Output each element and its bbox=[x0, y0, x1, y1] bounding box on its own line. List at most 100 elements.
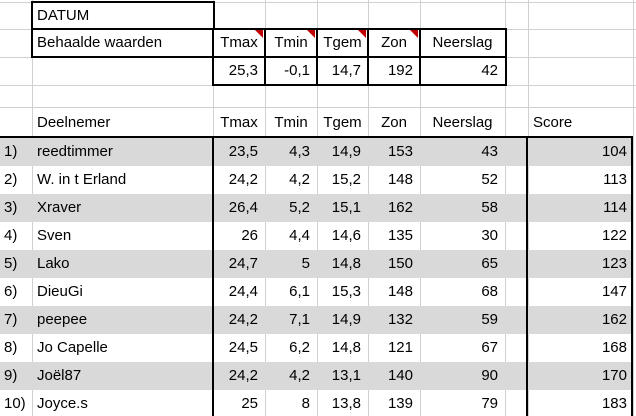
participant-name[interactable]: Joyce.s bbox=[37, 395, 88, 412]
tgem-cell[interactable]: 13,1 bbox=[331, 367, 361, 384]
achieved-tgem[interactable]: 14,7 bbox=[331, 62, 361, 79]
col-header-tmax[interactable]: Tmax bbox=[220, 34, 258, 51]
tmin-cell[interactable]: 4,2 bbox=[289, 367, 310, 384]
cell-divider bbox=[316, 57, 318, 85]
col-header-tmin[interactable]: Tmin bbox=[274, 34, 308, 51]
achieved-values-label[interactable]: Behaalde waarden bbox=[37, 34, 163, 51]
score-cell[interactable]: 114 bbox=[603, 199, 627, 216]
header-neerslag[interactable]: Neerslag bbox=[432, 114, 493, 131]
tmin-cell[interactable]: 7,1 bbox=[289, 311, 310, 328]
rank-cell[interactable]: 1) bbox=[4, 143, 18, 160]
header-deelnemer[interactable]: Deelnemer bbox=[37, 114, 111, 131]
rank-cell[interactable]: 9) bbox=[4, 367, 18, 384]
col-header-zon[interactable]: Zon bbox=[381, 34, 407, 51]
rank-cell[interactable]: 8) bbox=[4, 339, 18, 356]
tmax-cell[interactable]: 25 bbox=[241, 395, 258, 412]
header-tgem[interactable]: Tgem bbox=[323, 114, 362, 131]
neerslag-cell[interactable]: 43 bbox=[481, 143, 498, 160]
rank-cell[interactable]: 5) bbox=[4, 255, 18, 272]
tgem-cell[interactable]: 14,9 bbox=[331, 143, 361, 160]
rank-cell[interactable]: 7) bbox=[4, 311, 18, 328]
datum-cell[interactable]: DATUM bbox=[37, 7, 90, 24]
score-cell[interactable]: 168 bbox=[601, 339, 627, 356]
zon-cell[interactable]: 153 bbox=[387, 143, 413, 160]
score-cell[interactable]: 183 bbox=[601, 395, 627, 412]
neerslag-cell[interactable]: 79 bbox=[481, 395, 498, 412]
neerslag-cell[interactable]: 59 bbox=[481, 311, 498, 328]
tgem-cell[interactable]: 13,8 bbox=[331, 395, 361, 412]
achieved-zon[interactable]: 192 bbox=[387, 62, 413, 79]
tmin-cell[interactable]: 4,4 bbox=[289, 227, 310, 244]
tmax-cell[interactable]: 24,5 bbox=[228, 339, 258, 356]
participant-name[interactable]: Xraver bbox=[37, 199, 82, 216]
participant-name[interactable]: W. in t Erland bbox=[37, 171, 127, 188]
tmin-cell[interactable]: 6,1 bbox=[289, 283, 310, 300]
tgem-cell[interactable]: 14,8 bbox=[331, 255, 361, 272]
neerslag-cell[interactable]: 68 bbox=[481, 283, 498, 300]
zon-cell[interactable]: 132 bbox=[387, 311, 413, 328]
tmin-cell[interactable]: 4,2 bbox=[289, 171, 310, 188]
zon-cell[interactable]: 148 bbox=[387, 171, 413, 188]
tgem-cell[interactable]: 15,2 bbox=[331, 171, 361, 188]
tgem-cell[interactable]: 14,8 bbox=[331, 339, 361, 356]
score-cell[interactable]: 122 bbox=[601, 227, 627, 244]
achieved-tmin[interactable]: -0,1 bbox=[284, 62, 310, 79]
neerslag-cell[interactable]: 67 bbox=[481, 339, 498, 356]
participant-name[interactable]: DieuGi bbox=[37, 283, 83, 300]
zon-cell[interactable]: 121 bbox=[387, 339, 413, 356]
score-cell[interactable]: 104 bbox=[601, 143, 627, 160]
participant-name[interactable]: Sven bbox=[37, 227, 72, 244]
participant-name[interactable]: reedtimmer bbox=[37, 143, 113, 160]
rank-cell[interactable]: 2) bbox=[4, 171, 18, 188]
neerslag-cell[interactable]: 52 bbox=[481, 171, 498, 188]
zon-cell[interactable]: 148 bbox=[387, 283, 413, 300]
header-score[interactable]: Score bbox=[533, 114, 573, 131]
tmax-cell[interactable]: 23,5 bbox=[228, 143, 258, 160]
col-header-neerslag[interactable]: Neerslag bbox=[432, 34, 493, 51]
tgem-cell[interactable]: 14,9 bbox=[331, 311, 361, 328]
tmax-cell[interactable]: 24,2 bbox=[228, 367, 258, 384]
participant-name[interactable]: Lako bbox=[37, 255, 70, 272]
neerslag-cell[interactable]: 30 bbox=[481, 227, 498, 244]
col-header-tgem[interactable]: Tgem bbox=[323, 34, 362, 51]
score-cell[interactable]: 113 bbox=[603, 171, 627, 188]
tmax-cell[interactable]: 24,7 bbox=[228, 255, 258, 272]
achieved-tmax[interactable]: 25,3 bbox=[228, 62, 258, 79]
neerslag-cell[interactable]: 90 bbox=[481, 367, 498, 384]
tmin-cell[interactable]: 8 bbox=[301, 395, 310, 412]
participant-name[interactable]: Joël87 bbox=[37, 367, 82, 384]
tgem-cell[interactable]: 15,3 bbox=[331, 283, 361, 300]
participant-name[interactable]: peepee bbox=[37, 311, 88, 328]
rank-cell[interactable]: 6) bbox=[4, 283, 18, 300]
zon-cell[interactable]: 140 bbox=[387, 367, 413, 384]
zon-cell[interactable]: 139 bbox=[387, 395, 413, 412]
tgem-cell[interactable]: 14,6 bbox=[331, 227, 361, 244]
tmax-cell[interactable]: 26 bbox=[241, 227, 258, 244]
tmin-cell[interactable]: 6,2 bbox=[289, 339, 310, 356]
rank-cell[interactable]: 4) bbox=[4, 227, 18, 244]
participant-name[interactable]: Jo Capelle bbox=[37, 339, 108, 356]
tmax-cell[interactable]: 26,4 bbox=[228, 199, 258, 216]
achieved-neerslag[interactable]: 42 bbox=[481, 62, 498, 79]
tmax-cell[interactable]: 24,2 bbox=[228, 311, 258, 328]
score-cell[interactable]: 170 bbox=[601, 367, 627, 384]
score-cell[interactable]: 123 bbox=[601, 255, 627, 272]
rank-cell[interactable]: 10) bbox=[4, 395, 26, 412]
tmin-cell[interactable]: 5 bbox=[301, 255, 310, 272]
neerslag-cell[interactable]: 58 bbox=[481, 199, 498, 216]
zon-cell[interactable]: 150 bbox=[387, 255, 413, 272]
rank-cell[interactable]: 3) bbox=[4, 199, 18, 216]
neerslag-cell[interactable]: 65 bbox=[481, 255, 498, 272]
score-cell[interactable]: 162 bbox=[601, 311, 627, 328]
tmax-cell[interactable]: 24,2 bbox=[228, 171, 258, 188]
zon-cell[interactable]: 135 bbox=[387, 227, 413, 244]
header-zon[interactable]: Zon bbox=[381, 114, 407, 131]
tgem-cell[interactable]: 15,1 bbox=[331, 199, 361, 216]
zon-cell[interactable]: 162 bbox=[387, 199, 413, 216]
header-tmax[interactable]: Tmax bbox=[220, 114, 258, 131]
tmin-cell[interactable]: 5,2 bbox=[289, 199, 310, 216]
tmin-cell[interactable]: 4,3 bbox=[289, 143, 310, 160]
score-cell[interactable]: 147 bbox=[601, 283, 627, 300]
tmax-cell[interactable]: 24,4 bbox=[228, 283, 258, 300]
header-tmin[interactable]: Tmin bbox=[274, 114, 308, 131]
